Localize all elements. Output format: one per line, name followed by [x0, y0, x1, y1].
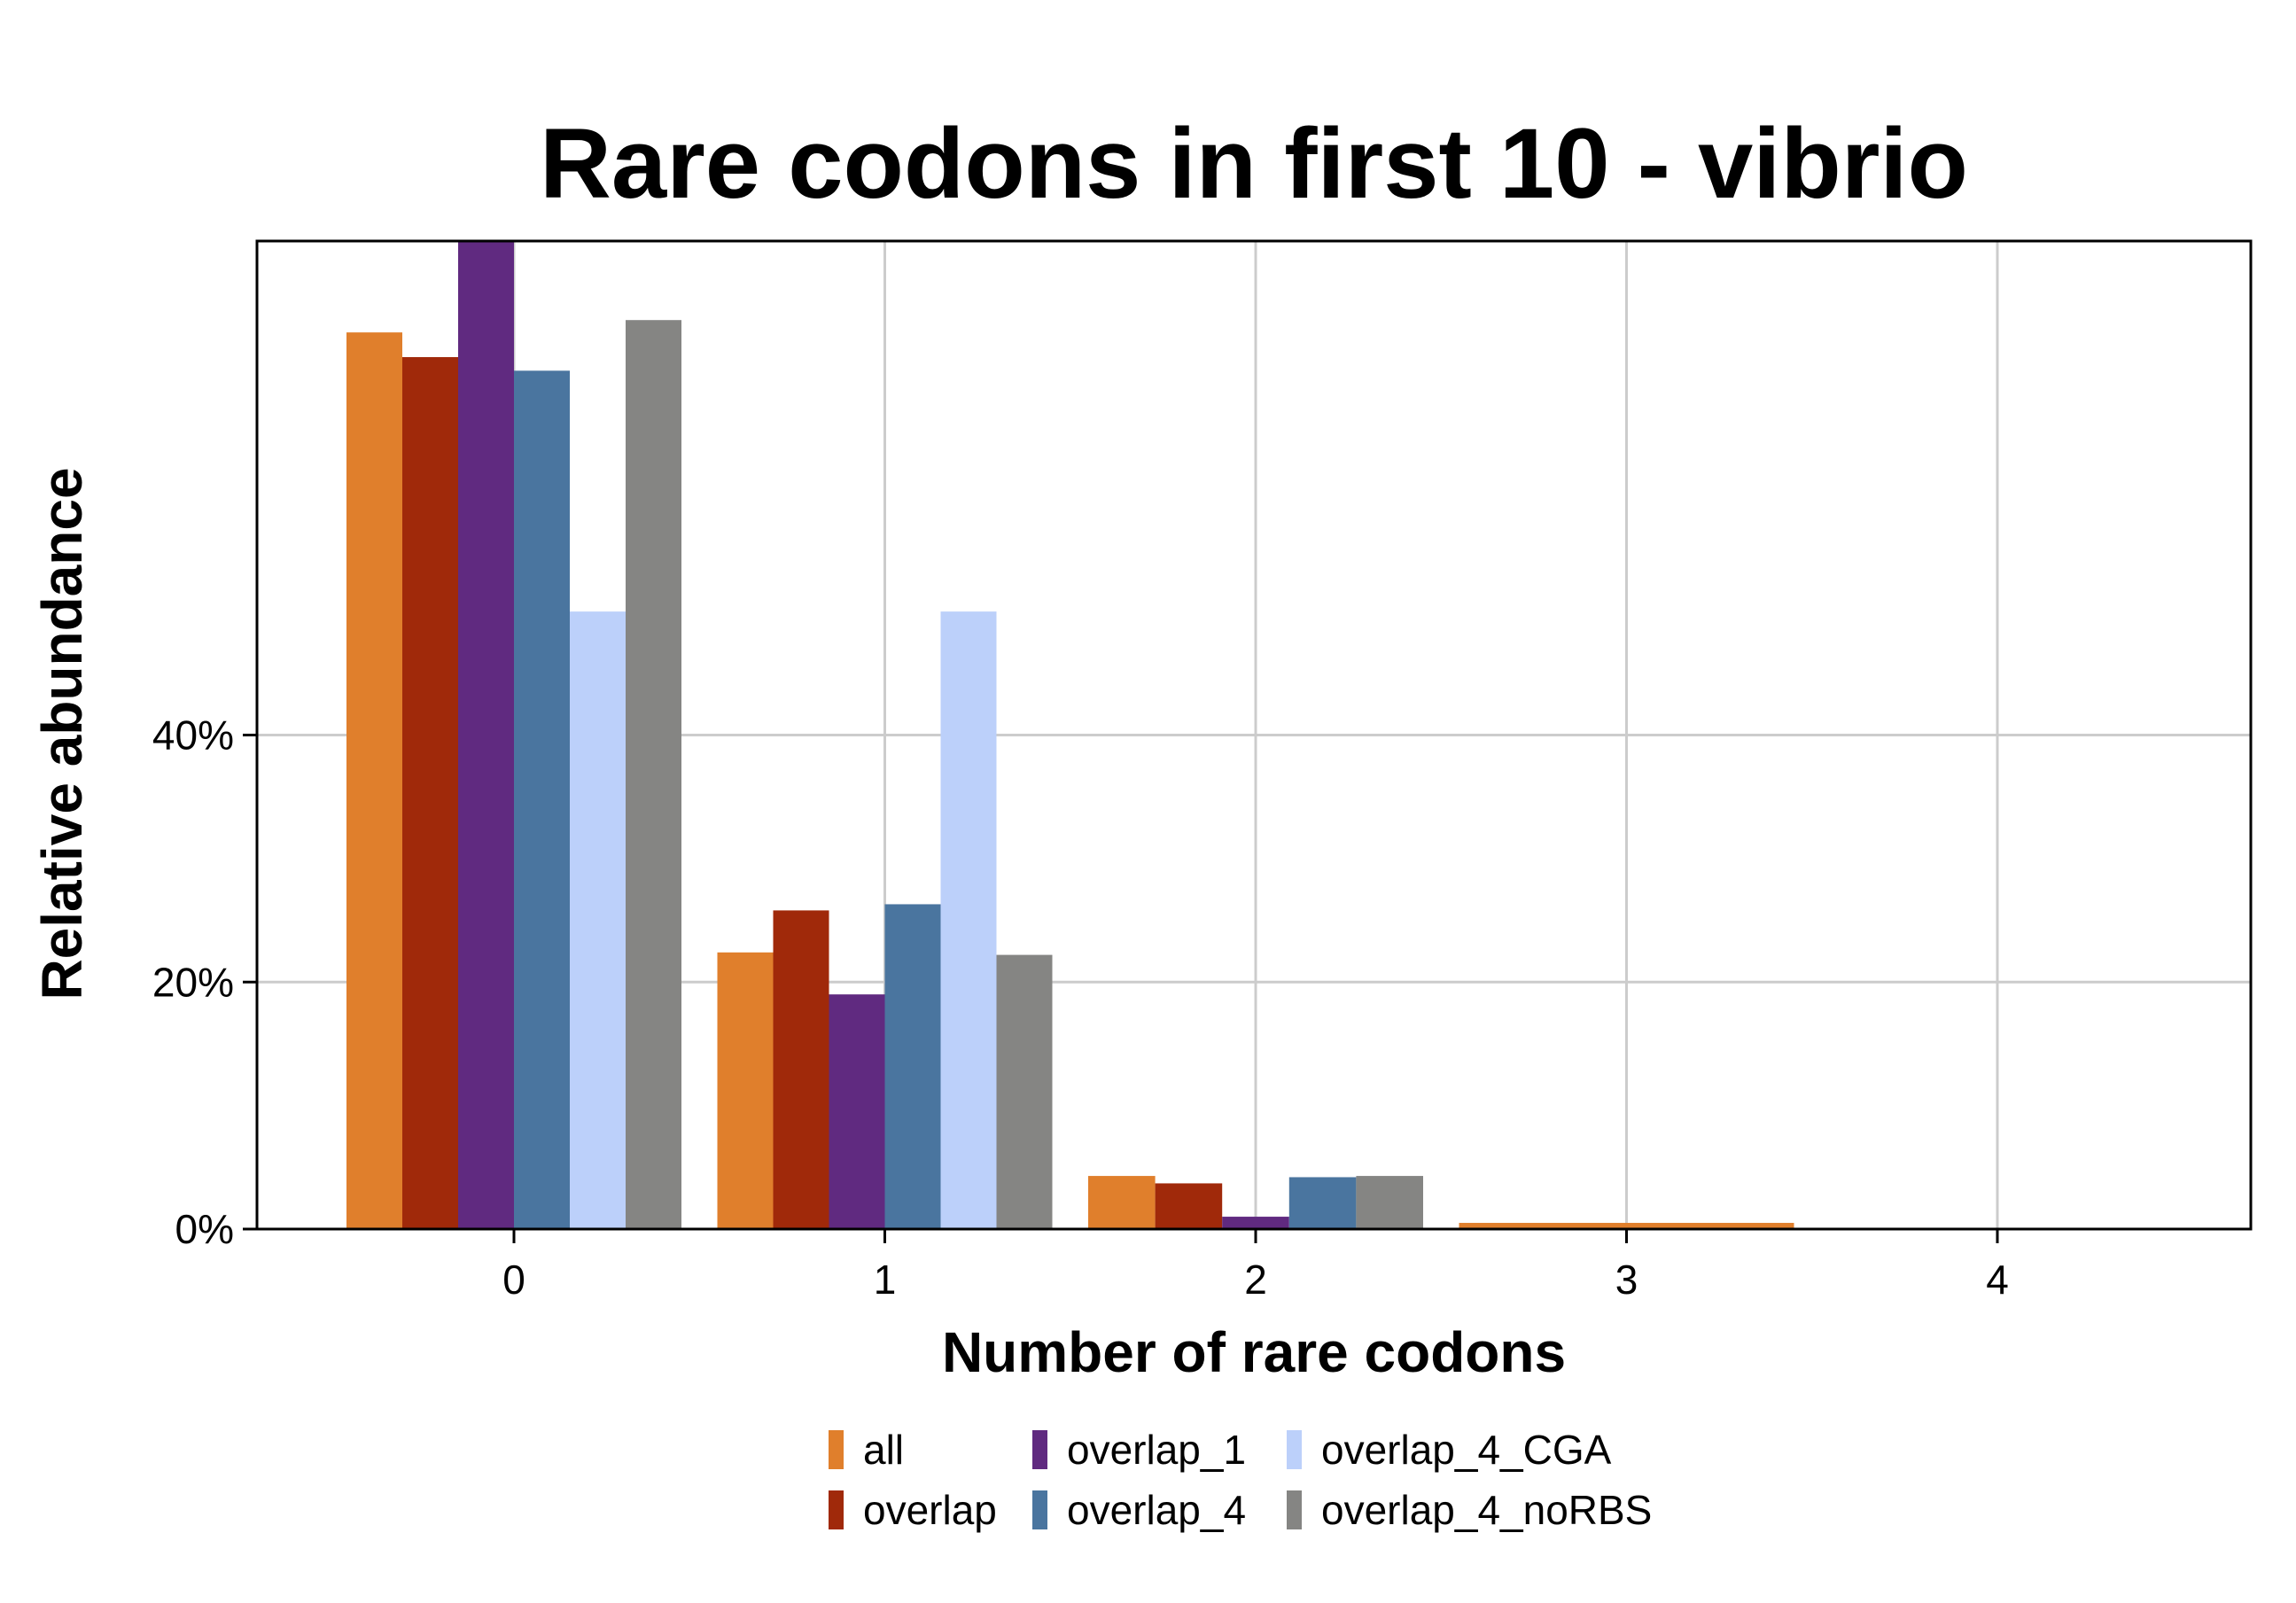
legend: all overlap overlap_1 overlap_4 overlap_4_CG… — [829, 1427, 1652, 1533]
bar-overlap-0 — [402, 357, 458, 1229]
bar-overlap_4_noRBS-2 — [1356, 1176, 1423, 1229]
bar-all-0 — [346, 332, 402, 1229]
bar-overlap_4-1 — [884, 904, 941, 1229]
bar-overlap-2 — [1155, 1183, 1223, 1229]
bar-overlap_4-0 — [514, 370, 570, 1229]
legend-label-overlap: overlap — [863, 1487, 997, 1533]
legend-label-all: all — [863, 1427, 904, 1473]
x-tick-label: 0 — [502, 1257, 525, 1303]
x-tick-label: 4 — [1986, 1257, 2009, 1303]
legend-label-overlap_4_CGA: overlap_4_CGA — [1321, 1427, 1612, 1473]
chart-title: Rare codons in first 10 - vibrio — [540, 108, 1968, 219]
bar-overlap_4_CGA-0 — [570, 611, 626, 1229]
bar-overlap_4-2 — [1288, 1177, 1357, 1229]
bars-layer — [346, 241, 1794, 1230]
legend-swatch-overlap_1 — [1032, 1430, 1047, 1469]
bar-overlap_4_noRBS-1 — [996, 954, 1053, 1229]
y-axis-title: Relative abundance — [30, 467, 94, 1000]
axes-layer: 0% 20% 40% 0 1 2 3 4 — [152, 239, 2253, 1303]
x-tick-label: 1 — [874, 1257, 897, 1303]
legend-swatch-all — [829, 1430, 844, 1469]
legend-swatch-overlap_4_noRBS — [1287, 1490, 1302, 1529]
bar-all-3 — [1459, 1223, 1794, 1229]
legend-label-overlap_1: overlap_1 — [1067, 1427, 1246, 1473]
legend-swatch-overlap_4_CGA — [1287, 1430, 1302, 1469]
x-axis-title: Number of rare codons — [942, 1320, 1566, 1384]
y-tick-label: 40% — [152, 712, 234, 759]
y-tick-label: 20% — [152, 959, 234, 1005]
bar-overlap-1 — [773, 910, 829, 1229]
x-tick-label: 2 — [1244, 1257, 1267, 1303]
legend-label-overlap_4: overlap_4 — [1067, 1487, 1246, 1533]
y-tick-label: 0% — [175, 1206, 234, 1252]
bar-overlap_1-1 — [829, 994, 885, 1229]
legend-swatch-overlap_4 — [1032, 1490, 1047, 1529]
x-tick-label: 3 — [1615, 1257, 1638, 1303]
bar-overlap_4_noRBS-0 — [626, 320, 681, 1230]
bar-overlap_4_CGA-1 — [940, 611, 997, 1229]
bar-overlap_1-2 — [1222, 1217, 1289, 1229]
legend-label-overlap_4_noRBS: overlap_4_noRBS — [1321, 1487, 1652, 1533]
bar-overlap_1-0 — [458, 241, 514, 1229]
bar-all-1 — [717, 952, 774, 1229]
legend-swatch-overlap — [829, 1490, 844, 1529]
bar-all-2 — [1088, 1176, 1156, 1229]
